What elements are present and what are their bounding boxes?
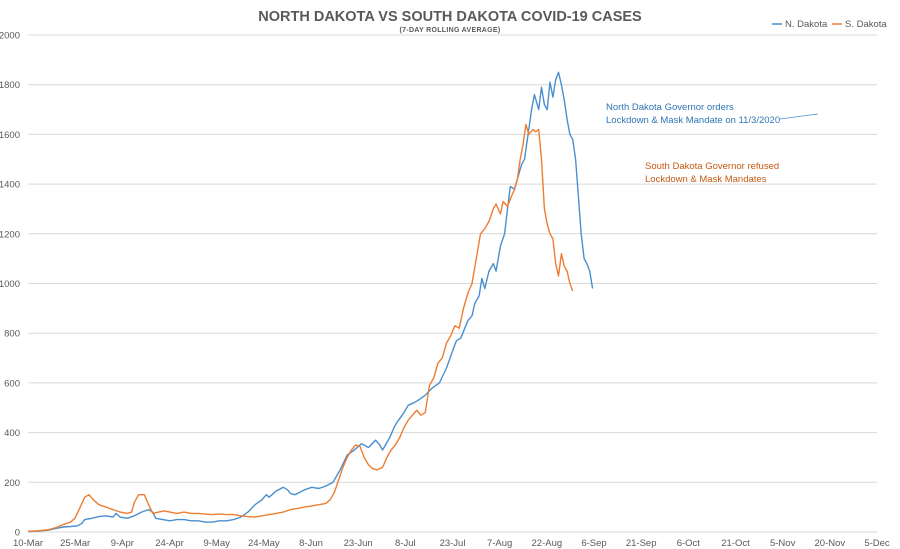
annotation-sd: South Dakota Governor refused Lockdown &… <box>645 161 779 185</box>
x-tick-label: 20-Nov <box>815 538 846 549</box>
y-tick-label: 1200 <box>0 229 20 240</box>
x-tick-label: 6-Oct <box>677 538 701 549</box>
y-tick-label: 0 <box>15 528 20 539</box>
y-tick-label: 1000 <box>0 279 20 290</box>
annotation-nd-leader <box>779 113 819 120</box>
grid-lines <box>28 34 877 533</box>
y-tick-label: 1600 <box>0 130 20 141</box>
x-tick-label: 23-Jul <box>440 538 466 549</box>
y-tick-label: 1800 <box>0 80 20 91</box>
x-tick-label: 23-Jun <box>344 538 373 549</box>
x-tick-label: 5-Nov <box>770 538 796 549</box>
chart-subtitle: (7-DAY ROLLING AVERAGE) <box>399 27 500 34</box>
annotation-nd-line2: Lockdown & Mask Mandate on 11/3/2020 <box>606 115 780 126</box>
x-tick-label: 21-Oct <box>721 538 750 549</box>
y-tick-label: 400 <box>4 428 20 439</box>
y-tick-label: 200 <box>4 478 20 489</box>
legend: N. Dakota S. Dakota <box>772 19 887 30</box>
y-tick-label: 800 <box>4 329 20 340</box>
legend-label-nd: N. Dakota <box>785 19 828 30</box>
y-tick-label: 1400 <box>0 180 20 191</box>
x-tick-label: 21-Sep <box>626 538 657 549</box>
x-tick-label: 7-Aug <box>487 538 512 549</box>
x-tick-label: 24-May <box>248 538 280 549</box>
x-axis-ticks: 10-Mar 25-Mar 9-Apr 24-Apr 9-May 24-May 8-Jun 2… <box>13 538 890 549</box>
chart-title: NORTH DAKOTA VS SOUTH DAKOTA COVID-19 CA… <box>258 9 642 25</box>
x-tick-label: 25-Mar <box>60 538 90 549</box>
x-tick-label: 8-Jun <box>299 538 323 549</box>
annotation-sd-line2: Lockdown & Mask Mandates <box>645 174 767 185</box>
legend-label-sd: S. Dakota <box>845 19 887 30</box>
series-line-north-dakota <box>27 71 594 533</box>
annotation-nd-line1: North Dakota Governor orders <box>606 102 734 113</box>
annotation-nd: North Dakota Governor orders Lockdown & … <box>606 102 819 126</box>
y-axis-ticks: 0 200 400 600 800 1000 1200 1400 1600 1800 2000 <box>0 31 20 539</box>
x-tick-label: 6-Sep <box>581 538 606 549</box>
x-tick-label: 10-Mar <box>13 538 43 549</box>
series-line-south-dakota <box>27 123 574 532</box>
x-tick-label: 24-Apr <box>155 538 184 549</box>
x-tick-label: 22-Aug <box>532 538 563 549</box>
y-tick-label: 600 <box>4 378 20 389</box>
annotation-sd-line1: South Dakota Governor refused <box>645 161 779 172</box>
x-tick-label: 9-May <box>203 538 230 549</box>
x-tick-label: 5-Dec <box>864 538 890 549</box>
y-tick-label: 2000 <box>0 31 20 42</box>
x-tick-label: 9-Apr <box>111 538 134 549</box>
series-lines <box>27 71 594 533</box>
x-tick-label: 8-Jul <box>395 538 416 549</box>
